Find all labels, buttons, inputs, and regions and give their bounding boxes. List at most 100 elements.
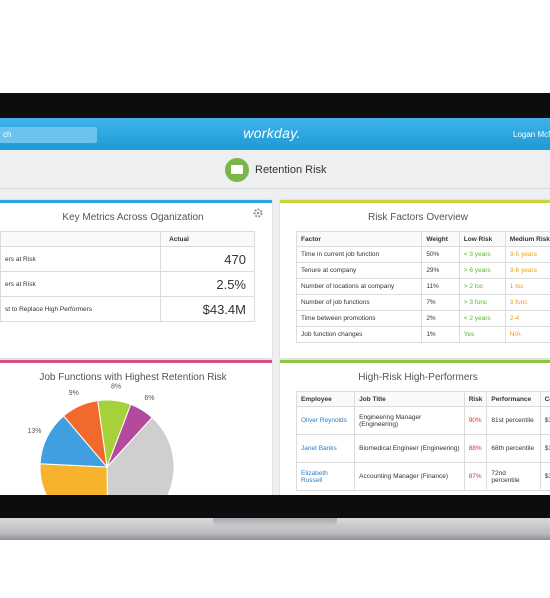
table-cell: 11%: [421, 278, 460, 295]
table-cell: Tenure at company: [295, 262, 423, 279]
table-cell: 90%: [463, 406, 488, 435]
header-row: Actual: [0, 231, 255, 247]
header-cell: Job Title: [354, 391, 465, 407]
logo[interactable]: workday.: [243, 125, 301, 141]
header-cell: Employee: [295, 391, 356, 407]
metrics-table: Actual ers at Risk 470 ers at Risk 2.5% st to…: [0, 231, 255, 322]
table-cell: 470: [160, 246, 255, 272]
table-cell: Oliver Reynolds: [295, 406, 356, 435]
slice-label: 9%: [69, 390, 79, 397]
header-cell: Low Risk: [458, 231, 506, 247]
table-cell: Time between promotions: [295, 310, 423, 327]
table-row: Number of job functions 7% > 3 func 3 func: [295, 294, 550, 311]
table-cell: $43.4M: [160, 296, 255, 322]
table-cell: $136,: [539, 406, 550, 435]
pie-slice: [39, 463, 108, 495]
table-cell: < 3 years: [458, 246, 506, 263]
table-cell: 2-4: [504, 310, 550, 327]
table-cell: Biomedical Engineer (Engineering): [354, 434, 465, 463]
table-cell: 72nd percentile: [486, 462, 541, 491]
table-row: Number of locations at company 11% > 2 loc…: [295, 278, 550, 295]
table-cell: < 2 years: [458, 310, 506, 327]
table-cell: 88%: [463, 434, 488, 463]
table-cell: 81st percentile: [486, 406, 541, 435]
table-row: ers at Risk 470: [0, 246, 255, 272]
table-row: Elizabeth Russell Accounting Manager (Fin…: [295, 462, 550, 491]
header-cell: [0, 231, 162, 247]
table-cell: 3-6 years: [504, 262, 550, 279]
screen: ch workday. Logan McN Retention Risk Key…: [0, 118, 550, 495]
pie-chart: 8% 6% 13% 9%: [27, 383, 175, 495]
table-cell: $136,: [539, 434, 550, 463]
table-cell: 87%: [463, 462, 488, 491]
pie-slice: [39, 415, 109, 468]
table-cell: 3-5 years: [504, 246, 550, 263]
table-row: st to Replace High Performers $43.4M: [0, 296, 255, 322]
table-row: Janet Banks Biomedical Engineer (Engineer…: [295, 434, 550, 463]
table-cell: Accounting Manager (Finance): [354, 462, 465, 491]
table-cell: N/A: [504, 326, 550, 343]
header-cell: Actual: [160, 231, 255, 247]
table-cell: 2%: [421, 310, 460, 327]
table-cell: 68th percentile: [486, 434, 541, 463]
panel-title: Key Metrics Across Oganization: [62, 212, 204, 223]
header-cell: Factor: [295, 231, 423, 247]
table-cell: Number of locations at company: [295, 278, 423, 295]
table-row: Oliver Reynolds Engineering Manager (Engi…: [295, 406, 550, 435]
table-cell: Janet Banks: [295, 434, 356, 463]
header-cell: Performance: [486, 391, 541, 407]
slice-label: 6%: [144, 395, 154, 402]
table-row: Tenure at company 29% > 6 years 3-6 years: [295, 262, 550, 279]
risk-factors-table: Factor Weight Low Risk Medium Risk Time in c…: [295, 231, 550, 343]
pie-slice: [106, 416, 175, 495]
high-risk-panel: High-Risk High-Performers Employee Job Ti…: [280, 360, 550, 495]
table-cell: 1 loc: [504, 278, 550, 295]
laptop-base: [0, 518, 550, 540]
table-cell: Time in current job function: [295, 246, 423, 263]
table-cell: > 3 func: [458, 294, 506, 311]
table-cell: 2.5%: [160, 271, 255, 297]
table-cell: 29%: [421, 262, 460, 279]
table-row: Job function changes 1% Yes N/A: [295, 326, 550, 343]
table-cell: ers at Risk: [0, 246, 162, 272]
table-row: ers at Risk 2.5%: [0, 271, 255, 297]
table-row: Time between promotions 2% < 2 years 2-4: [295, 310, 550, 327]
pie-slice: [62, 400, 108, 469]
panel-title: Job Functions with Highest Retention Ris…: [39, 372, 227, 383]
table-row: Time in current job function 50% < 3 years…: [295, 246, 550, 263]
gear-icon[interactable]: [252, 207, 264, 219]
slice-label: 13%: [27, 428, 41, 435]
table-cell: 7%: [421, 294, 460, 311]
laptop-notch: [213, 518, 337, 526]
key-metrics-panel: Key Metrics Across Oganization Actual ers…: [0, 200, 272, 358]
header-cell: Cost: [539, 391, 550, 407]
slice-label: 8%: [111, 383, 121, 390]
table-cell: $33,5: [539, 462, 550, 491]
table-cell: Number of job functions: [295, 294, 423, 311]
page-title: Retention Risk: [255, 164, 327, 176]
table-cell: 1%: [421, 326, 460, 343]
table-cell: > 2 loc: [458, 278, 506, 295]
header-cell: Medium Risk: [504, 231, 550, 247]
header-row: Factor Weight Low Risk Medium Risk: [295, 231, 550, 247]
table-cell: Yes: [458, 326, 506, 343]
top-bar: ch workday. Logan McN: [0, 118, 550, 150]
table-cell: 3 func: [504, 294, 550, 311]
panel-title: High-Risk High-Performers: [358, 372, 478, 383]
header-icon: [225, 158, 249, 182]
panel-title: Risk Factors Overview: [367, 212, 468, 223]
table-cell: > 6 years: [458, 262, 506, 279]
table-cell: Elizabeth Russell: [295, 462, 356, 491]
search-box[interactable]: ch: [0, 127, 97, 143]
header-cell: Weight: [421, 231, 460, 247]
header-cell: Risk: [463, 391, 488, 407]
table-cell: Engineering Manager (Engineering): [354, 406, 465, 435]
risk-factors-panel: Risk Factors Overview Factor Weight Low Ri…: [280, 200, 550, 358]
job-functions-panel: Job Functions with Highest Retention Ris…: [0, 360, 272, 495]
table-cell: Job function changes: [295, 326, 423, 343]
user-name[interactable]: Logan McN: [513, 130, 550, 139]
divider: [0, 188, 550, 189]
